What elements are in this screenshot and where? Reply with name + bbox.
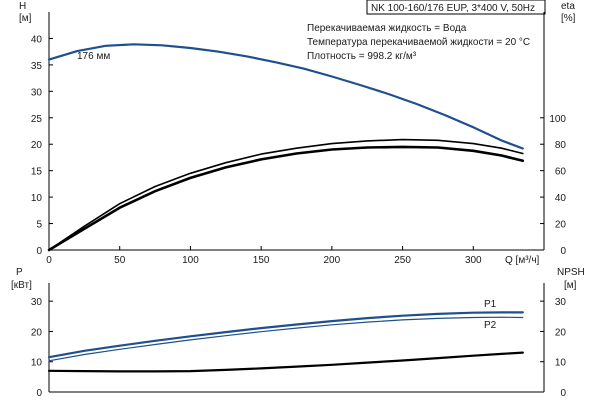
title-box	[366, 0, 546, 15]
upper-curves	[47, 43, 525, 252]
upper-right-tick-label: 80	[555, 140, 567, 151]
upper-left-tick-label: 25	[31, 114, 43, 125]
upper-chart-frame: H [м] eta [%] Q [м³/ч] 05101520253035400…	[19, 1, 576, 266]
upper-series-2-line	[47, 145, 525, 252]
lower-left-tick-label: 0	[36, 388, 42, 399]
upper-left-tick-label: 35	[31, 61, 43, 72]
upper-right-axis-unit: [%]	[561, 13, 576, 24]
upper-left-axis-unit: [м]	[19, 13, 32, 24]
x-tick-label: 300	[465, 255, 482, 266]
upper-left-tick-label: 20	[31, 140, 43, 151]
lower-curves	[47, 311, 524, 373]
lower-right-tick-label: 30	[555, 297, 567, 308]
upper-left-tick-label: 5	[36, 220, 42, 231]
lower-series-p2-line	[48, 316, 524, 362]
p1-series-label: P1	[484, 299, 497, 310]
lower-left-axis-unit: [кВт]	[11, 280, 32, 291]
upper-right-axis-title: eta	[561, 1, 575, 12]
x-tick-label: 250	[394, 255, 411, 266]
upper-series-1-line	[48, 138, 524, 251]
x-axis-label: Q [м³/ч]	[505, 255, 540, 266]
upper-left-tick-label: 10	[31, 193, 43, 204]
x-tick-label: 200	[324, 255, 341, 266]
lower-left-axis-title: P	[16, 267, 23, 278]
x-tick-label: 150	[253, 255, 270, 266]
upper-left-tick-label: 0	[36, 246, 42, 257]
lower-right-tick-label: 10	[555, 358, 567, 369]
lower-right-axis-unit: [м]	[564, 280, 577, 291]
upper-right-tick-label: 0	[560, 246, 566, 257]
lower-ticks: 0 10 20 30 0 10 20 30	[31, 297, 567, 399]
lower-right-axis-title: NPSH	[557, 267, 585, 278]
info-line-fluid: Перекачиваемая жидкость = Вода	[307, 23, 467, 34]
upper-right-tick-label: 60	[555, 167, 567, 178]
x-tick-label: 50	[114, 255, 126, 266]
x-tick-label: 0	[46, 255, 52, 266]
lower-right-tick-label: 20	[555, 327, 567, 338]
upper-right-tick-label: 40	[555, 193, 567, 204]
lower-series-2-line	[47, 351, 524, 373]
chart-title: NK 100-160/176 EUP, 3*400 V, 50Hz	[371, 3, 535, 14]
lower-chart-frame: P [кВт] NPSH [м] 0 10 20 30 0 10 20 30 P1 P2	[11, 267, 585, 399]
info-line-density: Плотность = 998.2 кг/м³	[307, 51, 417, 62]
impeller-diameter-label: 176 мм	[77, 51, 110, 62]
upper-left-axis-title: H	[19, 1, 26, 12]
info-line-temperature: Температура перекачиваемой жидкости = 20…	[307, 37, 530, 48]
upper-left-tick-label: 30	[31, 87, 43, 98]
upper-ticks: 0 5 10 15 20 25 30 35 40 0 20 40 60 80 100 0 50 100 150 200…	[31, 34, 567, 266]
upper-left-tick-label: 15	[31, 167, 43, 178]
info-block: NK 100-160/176 EUP, 3*400 V, 50Hz Перека…	[307, 0, 546, 62]
x-tick-label: 100	[182, 255, 199, 266]
upper-right-tick-label: 20	[555, 220, 567, 231]
upper-right-tick-label: 100	[549, 114, 566, 125]
lower-left-tick-label: 10	[31, 358, 43, 369]
upper-left-tick-label: 40	[31, 34, 43, 45]
lower-right-tick-label: 0	[560, 388, 566, 399]
lower-left-tick-label: 30	[31, 297, 43, 308]
upper-series-0-line	[47, 43, 524, 150]
lower-series-p1-line	[47, 311, 524, 359]
lower-left-tick-label: 20	[31, 327, 43, 338]
p2-series-label: P2	[484, 320, 497, 331]
